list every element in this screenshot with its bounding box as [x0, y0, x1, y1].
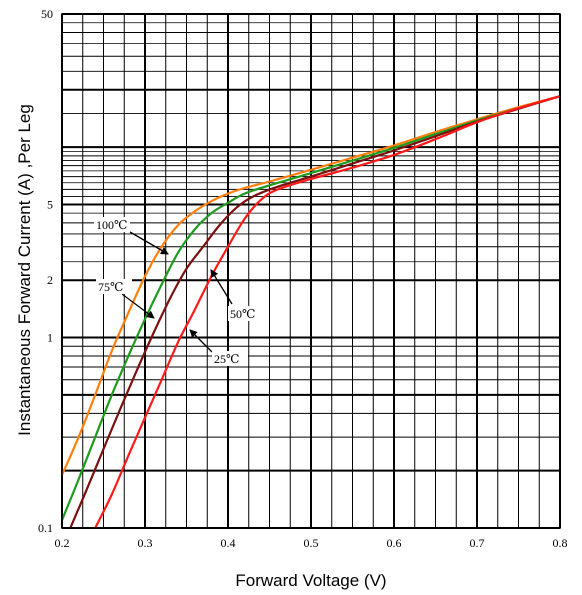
x-tick-label: 0.2 [55, 536, 70, 550]
y-axis-title: Instantaneous Forward Current (A) ,Per L… [15, 104, 34, 436]
annotation-arrow [189, 329, 213, 353]
annotation-arrow [129, 231, 169, 255]
annotation-arrow [210, 269, 233, 305]
curve-annotations: 100℃ 75℃ 50℃ 25℃ [94, 217, 264, 366]
y-tick-label: 0.1 [38, 521, 53, 535]
grid [61, 13, 561, 529]
y-tick-label: 1 [47, 331, 53, 345]
annotation-background [228, 306, 264, 321]
annotation-background [96, 279, 132, 294]
y-tick-label: 5 [47, 197, 53, 211]
series-line [69, 95, 561, 529]
y-tick-label: 2 [47, 273, 53, 287]
x-tick-label: 0.8 [553, 536, 568, 550]
series-line [60, 95, 561, 476]
annotation-background [212, 351, 248, 366]
x-tick-label: 0.6 [387, 536, 402, 550]
plot-frame [61, 13, 561, 529]
y-tick-label: 50 [41, 7, 53, 21]
annotation-arrow [121, 293, 155, 319]
curve-label: 50℃ [230, 307, 255, 321]
annotation-background [94, 217, 130, 232]
x-tick-label: 0.3 [138, 536, 153, 550]
curve-label: 25℃ [214, 352, 239, 366]
series-line [94, 95, 561, 529]
series-line [60, 95, 561, 521]
x-tick-label: 0.7 [470, 536, 485, 550]
x-axis-title: Forward Voltage (V) [235, 571, 386, 590]
tick-labels: 0.2 0.3 0.4 0.5 0.6 0.7 0.8 0.1 1 2 5 50 [38, 7, 568, 550]
x-tick-label: 0.4 [221, 536, 236, 550]
curve-label: 100℃ [96, 218, 127, 232]
x-tick-label: 0.5 [304, 536, 319, 550]
curve-label: 75℃ [98, 280, 123, 294]
curves [60, 95, 561, 529]
